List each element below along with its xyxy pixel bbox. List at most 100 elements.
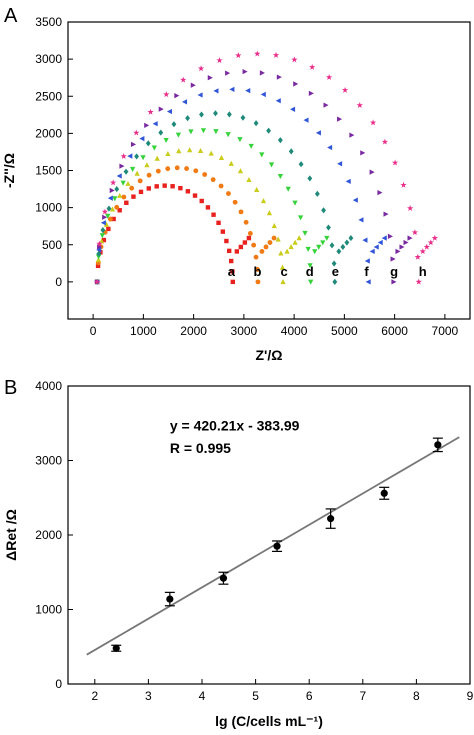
series-label-b: b [253, 264, 261, 279]
data-point [133, 129, 140, 136]
x-tick-label: 7 [359, 689, 366, 703]
y-tick-label: 1000 [35, 603, 62, 617]
data-point [95, 254, 102, 260]
data-point [100, 220, 106, 226]
data-point [205, 205, 211, 210]
data-point [117, 192, 123, 198]
data-point [288, 244, 294, 250]
data-point [154, 155, 160, 161]
data-point [365, 279, 371, 285]
data-point [134, 170, 140, 176]
data-point [163, 91, 170, 98]
x-tick-label: 3000 [231, 324, 258, 338]
data-point [390, 256, 396, 262]
data-point [116, 173, 122, 179]
data-point [290, 106, 296, 112]
data-point [308, 90, 314, 96]
data-point [226, 248, 232, 254]
series-g: g [94, 68, 413, 285]
data-point [219, 574, 228, 582]
x-tick-label: 2 [91, 689, 98, 703]
data-point [225, 70, 231, 76]
data-point [251, 242, 257, 248]
data-point [246, 235, 252, 241]
x-tick-label: 0 [90, 324, 97, 338]
data-point [271, 223, 277, 229]
data-point [178, 185, 183, 191]
fit-equation: y = 420.21x - 383.99 [170, 418, 300, 434]
data-point [380, 489, 388, 497]
data-point [158, 129, 164, 136]
data-point [302, 230, 308, 236]
data-point [238, 209, 244, 215]
data-point [218, 183, 224, 189]
data-point [138, 189, 144, 195]
panel-b-points [111, 437, 443, 652]
y-tick-label: 3000 [35, 454, 62, 468]
data-point [329, 242, 335, 249]
data-point [266, 127, 272, 134]
data-point [117, 208, 122, 213]
data-point [110, 179, 117, 186]
data-point [377, 189, 383, 196]
data-point [187, 147, 193, 153]
data-point [129, 185, 135, 191]
series-label-c: c [280, 264, 287, 279]
data-point [213, 129, 219, 135]
data-point [176, 148, 182, 154]
data-point [165, 150, 171, 157]
data-point [234, 249, 240, 254]
data-point [245, 88, 251, 94]
data-point [146, 186, 151, 191]
data-point [279, 264, 286, 270]
y-tick-label: 2000 [35, 126, 62, 140]
data-point [321, 207, 327, 214]
data-point [316, 244, 322, 250]
data-point [434, 441, 442, 449]
series-label-a: a [228, 264, 236, 279]
data-point [391, 279, 397, 285]
data-point [242, 68, 248, 75]
y-tick-label: 2000 [35, 528, 62, 542]
data-point [213, 88, 219, 94]
data-point [362, 237, 368, 243]
x-tick-label: 7000 [432, 324, 459, 338]
data-point [271, 235, 277, 241]
y-tick-label: 1500 [35, 164, 62, 178]
data-point [352, 197, 358, 203]
x-tick-label: 8 [413, 689, 420, 703]
data-point [98, 250, 103, 255]
data-point [278, 250, 284, 256]
data-point [327, 144, 333, 151]
data-point [309, 63, 316, 70]
data-point [134, 153, 140, 160]
data-point [254, 50, 261, 57]
data-point [180, 76, 187, 83]
data-point [123, 168, 129, 175]
x-tick-label: 1000 [130, 324, 157, 338]
data-point [272, 51, 280, 58]
data-point [175, 132, 182, 138]
data-point [381, 235, 387, 241]
data-point [288, 148, 294, 155]
data-point [253, 120, 259, 127]
data-point-with-error-bar [432, 437, 443, 453]
data-point [268, 162, 275, 168]
data-point [253, 254, 259, 260]
data-point [360, 150, 366, 156]
data-point [292, 239, 298, 245]
data-point [285, 186, 291, 192]
data-point [340, 243, 346, 251]
data-point [95, 257, 102, 263]
data-point [276, 74, 282, 80]
y-tick-label: 500 [42, 238, 62, 252]
data-point [305, 246, 311, 252]
data-point [314, 190, 320, 197]
data-point [124, 200, 129, 206]
data-point [207, 75, 213, 81]
data-point [275, 236, 281, 242]
data-point [292, 200, 298, 206]
data-point [226, 111, 232, 118]
data-point [120, 153, 127, 160]
correlation-coefficient: R = 0.995 [170, 440, 231, 456]
